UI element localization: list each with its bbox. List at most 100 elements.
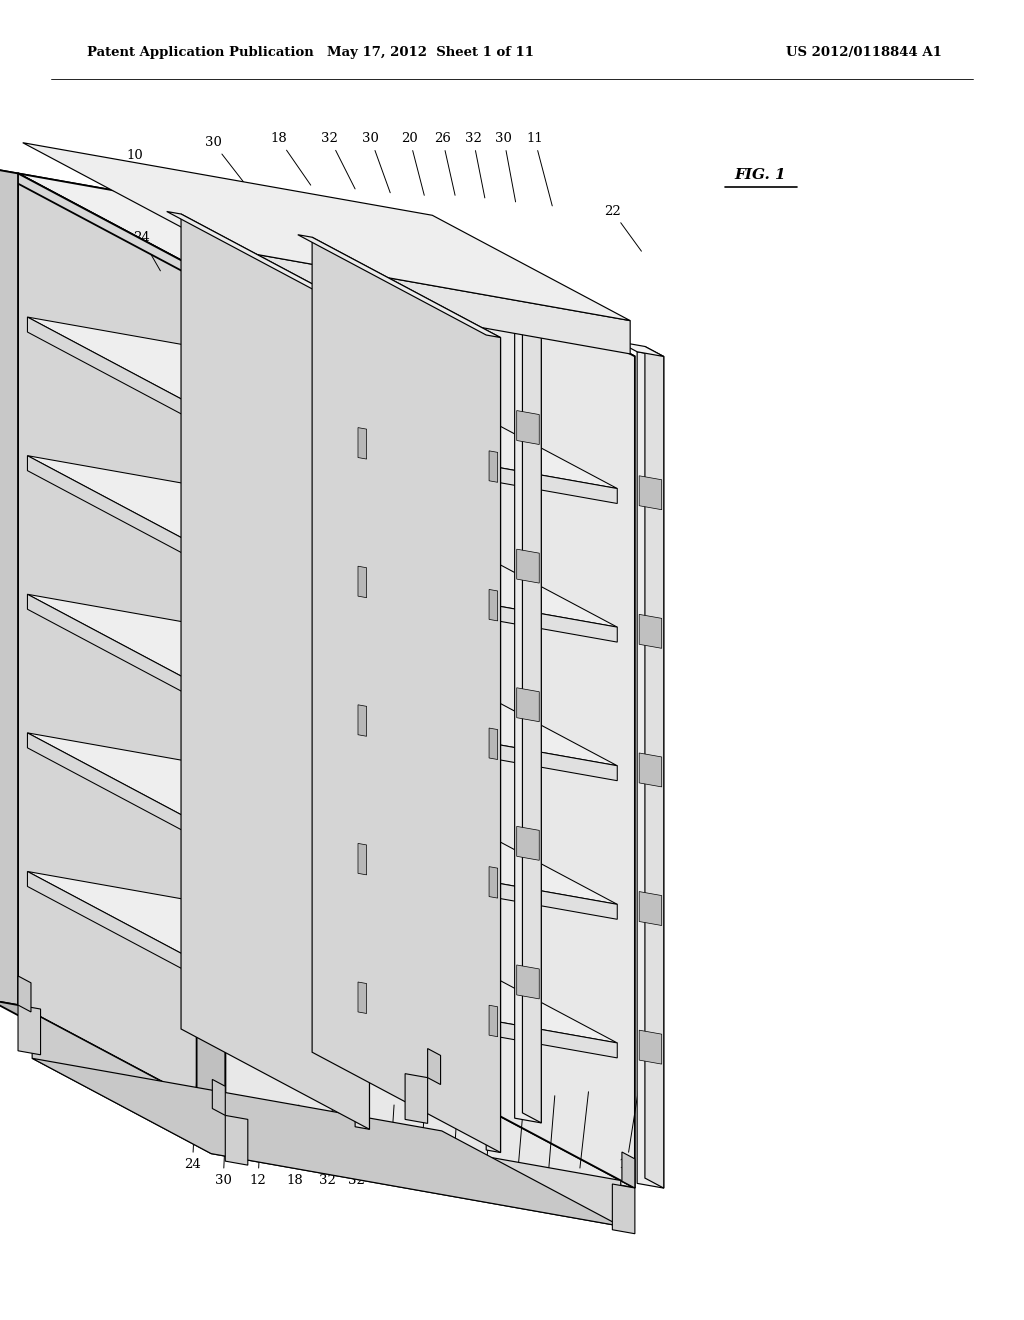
Polygon shape xyxy=(522,281,542,1123)
Polygon shape xyxy=(489,590,498,620)
Polygon shape xyxy=(355,312,370,1130)
Polygon shape xyxy=(28,594,216,710)
Polygon shape xyxy=(18,173,635,356)
Polygon shape xyxy=(23,143,630,321)
Polygon shape xyxy=(358,705,367,737)
Polygon shape xyxy=(28,317,216,433)
Polygon shape xyxy=(32,1059,621,1226)
Polygon shape xyxy=(28,871,617,1043)
Polygon shape xyxy=(197,685,225,700)
Polygon shape xyxy=(181,214,370,1130)
Polygon shape xyxy=(18,1005,635,1188)
Polygon shape xyxy=(28,733,216,849)
Polygon shape xyxy=(517,826,540,861)
Text: 18: 18 xyxy=(270,132,310,185)
Text: 32: 32 xyxy=(465,132,484,198)
Polygon shape xyxy=(639,475,662,510)
Polygon shape xyxy=(211,1107,621,1226)
Polygon shape xyxy=(637,351,664,1188)
Text: 30: 30 xyxy=(444,1105,461,1187)
Text: 11: 11 xyxy=(526,132,552,206)
Polygon shape xyxy=(18,173,428,1077)
Text: 18: 18 xyxy=(287,1105,303,1187)
Text: 32: 32 xyxy=(319,1105,336,1187)
Polygon shape xyxy=(28,733,617,904)
Text: 20: 20 xyxy=(401,132,424,195)
Polygon shape xyxy=(489,867,498,898)
Polygon shape xyxy=(517,411,540,445)
Polygon shape xyxy=(197,824,225,838)
Text: 14: 14 xyxy=(412,1105,428,1187)
Polygon shape xyxy=(358,428,367,459)
Polygon shape xyxy=(298,235,501,338)
Polygon shape xyxy=(225,1115,248,1166)
Text: 11: 11 xyxy=(618,1082,640,1171)
Polygon shape xyxy=(167,211,370,314)
Polygon shape xyxy=(515,286,542,1123)
Polygon shape xyxy=(358,982,367,1014)
Polygon shape xyxy=(312,238,501,1152)
Text: 20: 20 xyxy=(381,1105,397,1187)
Polygon shape xyxy=(216,556,617,642)
Text: 32: 32 xyxy=(322,132,355,189)
Polygon shape xyxy=(220,248,630,354)
Polygon shape xyxy=(216,972,617,1057)
Polygon shape xyxy=(639,891,662,925)
Polygon shape xyxy=(517,549,540,583)
Polygon shape xyxy=(28,455,216,572)
Text: 26: 26 xyxy=(540,1096,556,1187)
Polygon shape xyxy=(639,614,662,648)
Polygon shape xyxy=(358,843,367,875)
Text: 32: 32 xyxy=(348,1105,365,1187)
Text: 30: 30 xyxy=(496,132,516,202)
Text: 30: 30 xyxy=(215,1096,231,1187)
Text: 26: 26 xyxy=(434,132,455,195)
Polygon shape xyxy=(18,173,225,1115)
Polygon shape xyxy=(406,1073,428,1123)
Polygon shape xyxy=(486,335,501,1152)
Polygon shape xyxy=(612,1184,635,1234)
Text: 10: 10 xyxy=(127,149,170,193)
Polygon shape xyxy=(216,833,617,919)
Polygon shape xyxy=(197,962,225,977)
Polygon shape xyxy=(517,688,540,722)
Text: 24: 24 xyxy=(184,1082,201,1171)
Text: May 17, 2012  Sheet 1 of 11: May 17, 2012 Sheet 1 of 11 xyxy=(327,46,534,59)
Polygon shape xyxy=(428,1048,440,1085)
Polygon shape xyxy=(216,417,617,503)
Polygon shape xyxy=(645,346,664,1188)
Polygon shape xyxy=(216,694,617,780)
Polygon shape xyxy=(517,965,540,999)
Polygon shape xyxy=(0,1001,225,1115)
Polygon shape xyxy=(28,871,216,987)
Polygon shape xyxy=(28,455,617,627)
Polygon shape xyxy=(489,729,498,759)
Polygon shape xyxy=(428,246,635,1188)
Text: FIG. 1: FIG. 1 xyxy=(734,168,785,182)
Polygon shape xyxy=(496,277,542,292)
Polygon shape xyxy=(197,408,225,422)
Polygon shape xyxy=(28,594,617,766)
Text: 30: 30 xyxy=(205,136,249,189)
Polygon shape xyxy=(618,342,664,356)
Polygon shape xyxy=(639,1030,662,1064)
Polygon shape xyxy=(489,1006,498,1036)
Polygon shape xyxy=(622,1152,635,1188)
Text: 30: 30 xyxy=(362,132,390,193)
Text: 24: 24 xyxy=(133,231,161,271)
Polygon shape xyxy=(0,169,225,284)
Polygon shape xyxy=(639,752,662,787)
Text: 22: 22 xyxy=(477,1101,494,1187)
Polygon shape xyxy=(18,975,31,1012)
Polygon shape xyxy=(28,317,617,488)
Text: US 2012/0118844 A1: US 2012/0118844 A1 xyxy=(786,46,942,59)
Polygon shape xyxy=(32,1012,211,1154)
Text: 16: 16 xyxy=(509,1098,525,1187)
Polygon shape xyxy=(18,1005,41,1055)
Polygon shape xyxy=(489,451,498,482)
Text: 30: 30 xyxy=(570,1092,589,1187)
Text: 12: 12 xyxy=(250,1101,266,1187)
Text: Patent Application Publication: Patent Application Publication xyxy=(87,46,313,59)
Polygon shape xyxy=(358,566,367,598)
Text: 22: 22 xyxy=(604,205,641,251)
